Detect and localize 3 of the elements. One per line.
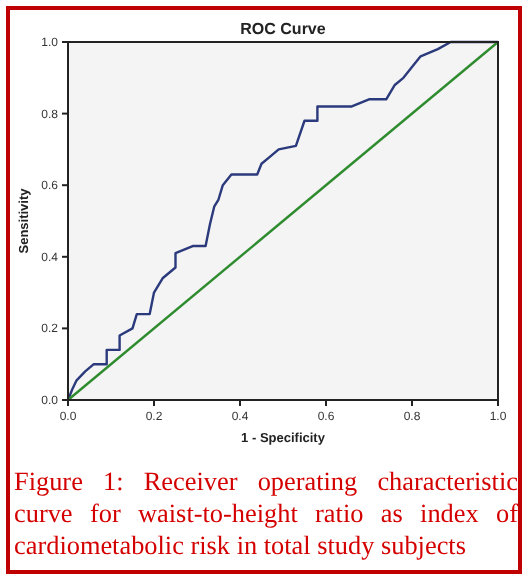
line-series [66,40,500,402]
chart-title: ROC Curve [240,20,327,38]
caption: Figure 1: Receiver operating characteristic curve for waist-to-height ratio as index of cardiometabolic risk in total study subjects [14,466,518,562]
